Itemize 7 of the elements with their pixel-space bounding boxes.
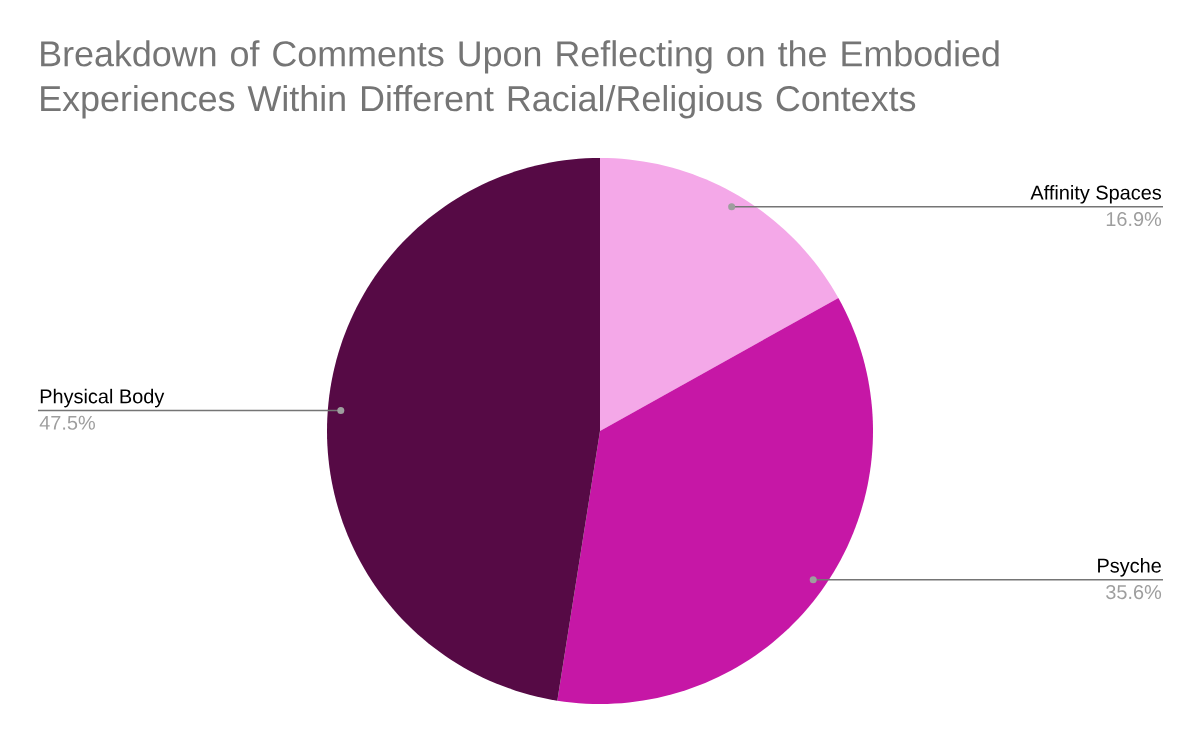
data-label: 35.6% <box>1106 585 1162 600</box>
data-label: 16.9% <box>1106 211 1162 227</box>
slice-label: Affinity Spaces <box>1030 185 1162 204</box>
slice-label: Psyche <box>1098 558 1161 577</box>
data-label: 47.5% <box>39 415 95 430</box>
slice-label: Physical Body <box>40 388 165 408</box>
chart-title: Breakdown of Comments Upon Reflecting on the Embodied Experiences Within Different Racial/Religious Contexts <box>41 40 999 119</box>
